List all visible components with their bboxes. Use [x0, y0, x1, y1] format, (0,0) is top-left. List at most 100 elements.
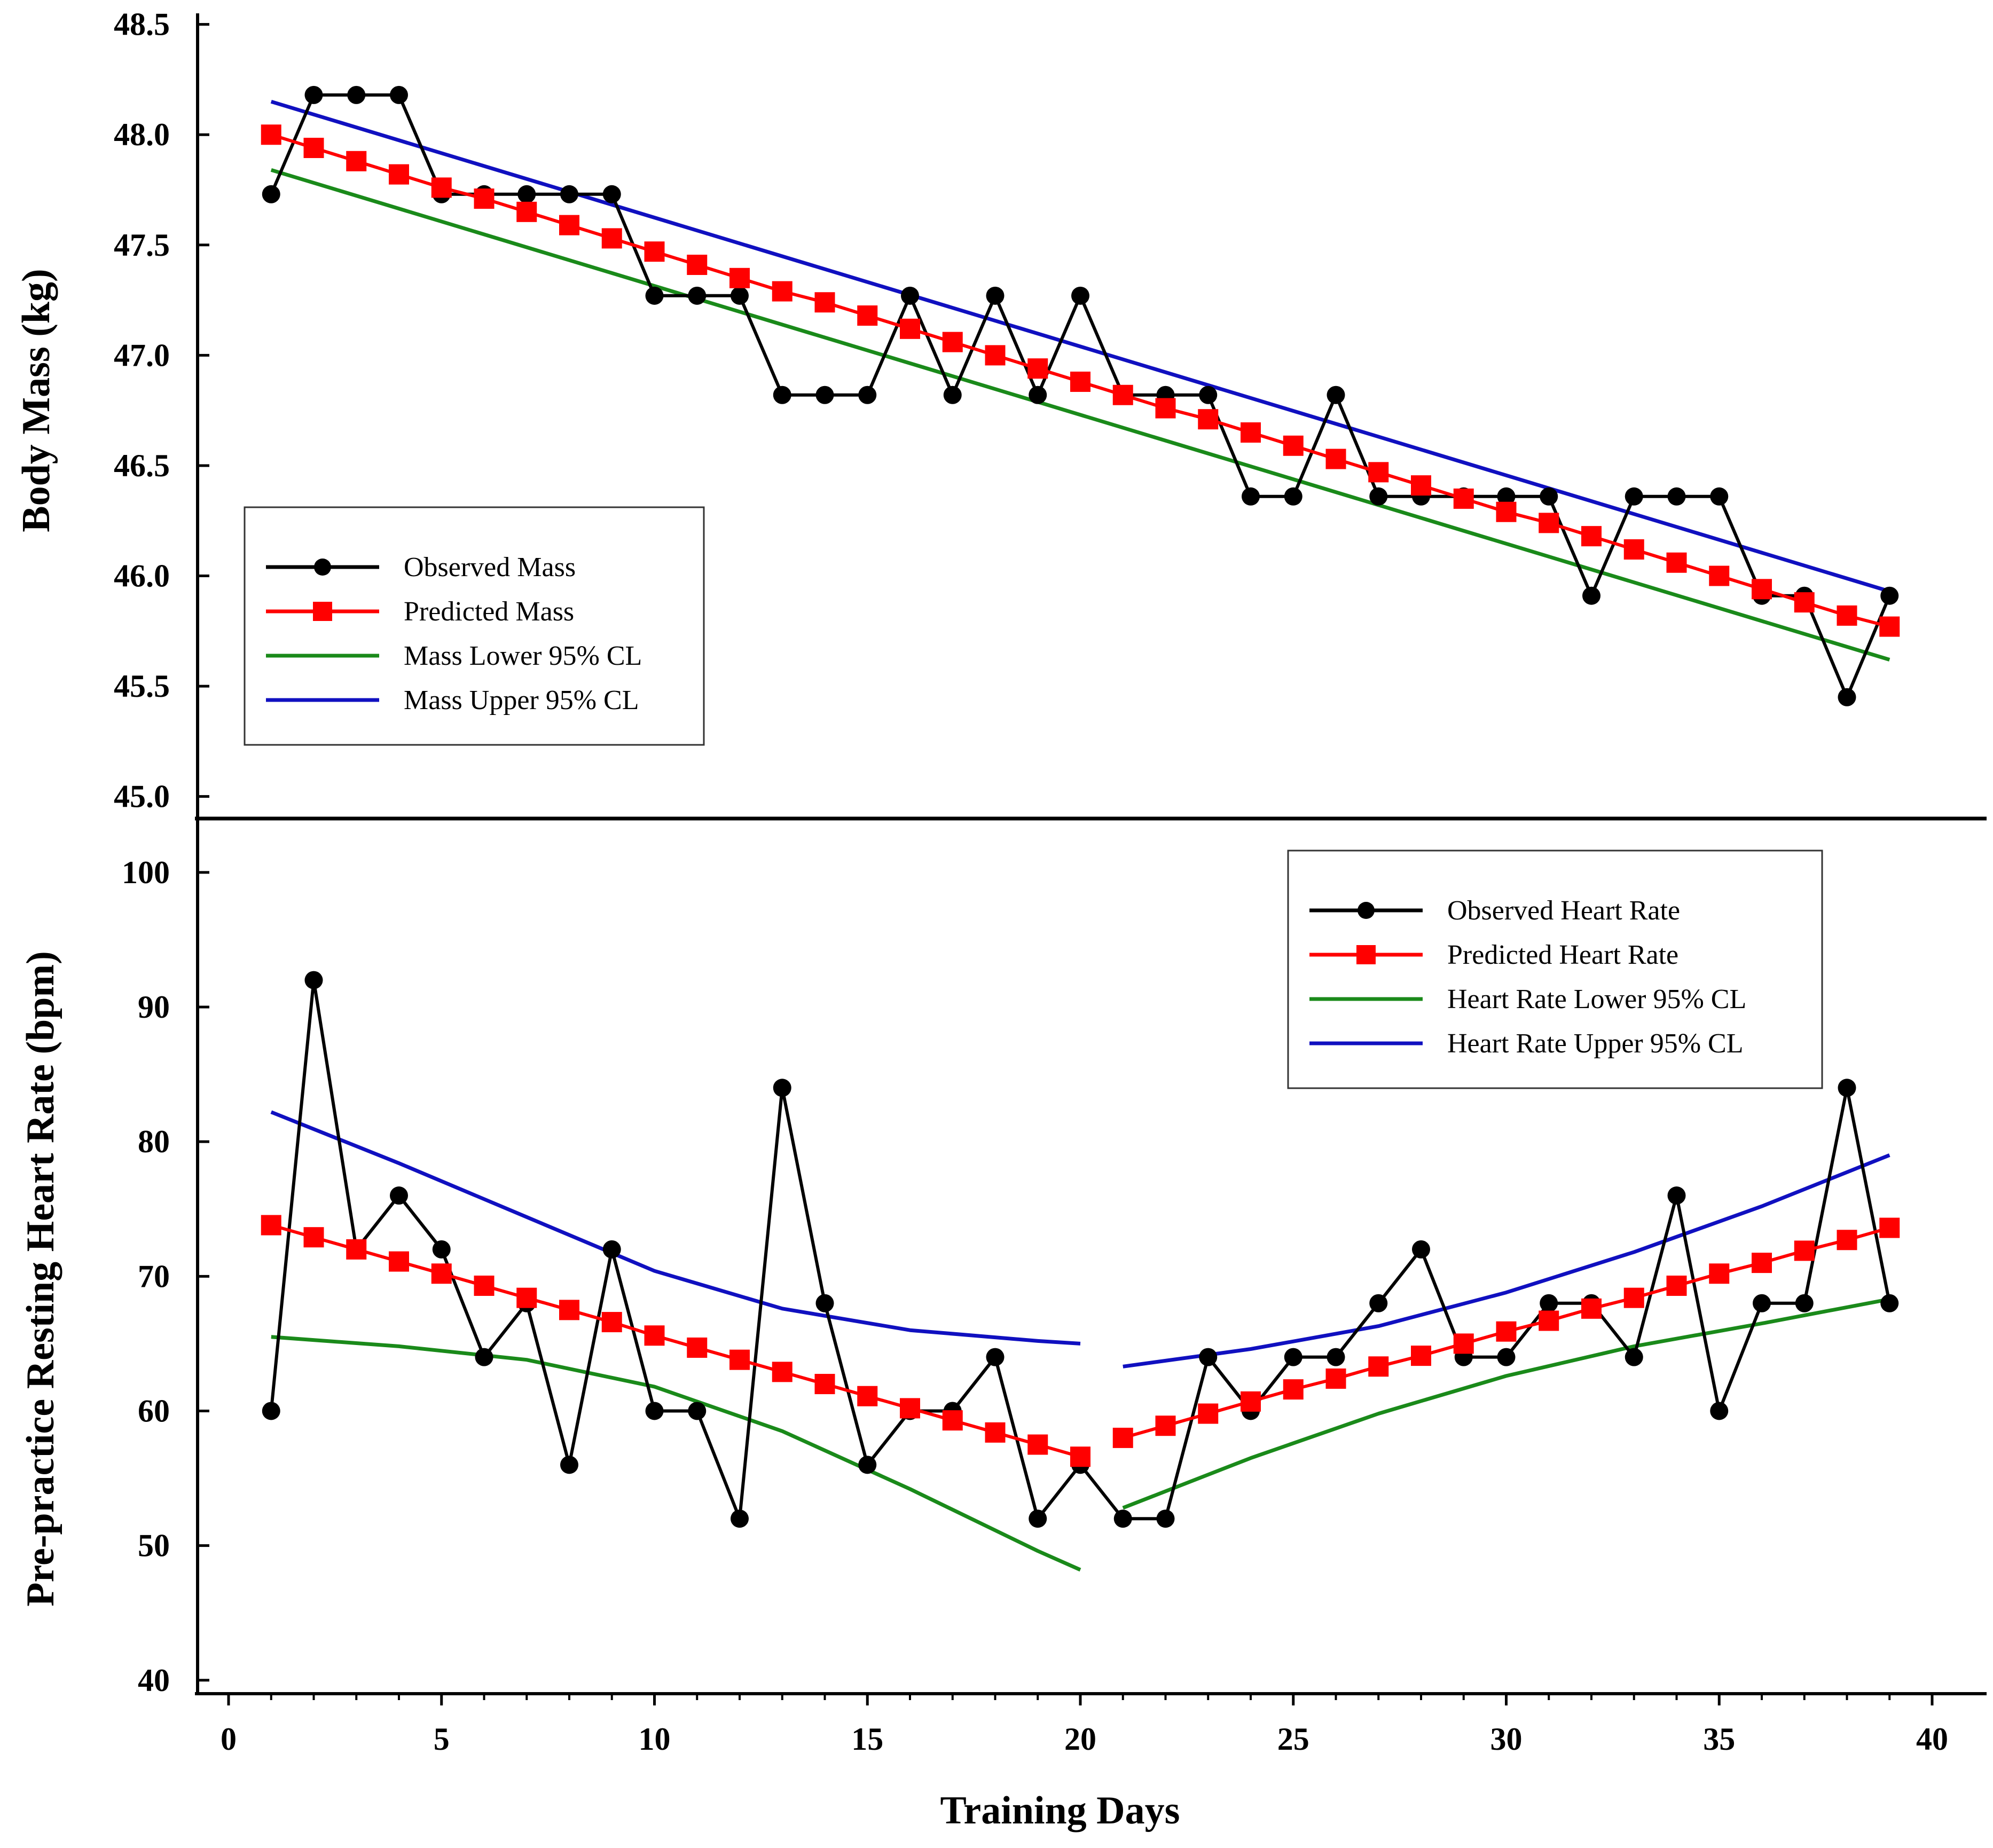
- predicted-heart-rate-point: [1411, 1346, 1431, 1366]
- observed-mass-point: [688, 286, 707, 305]
- predicted-mass-point: [303, 138, 324, 159]
- predicted-heart-rate-point: [346, 1239, 367, 1260]
- x-tick-label: 25: [1277, 1721, 1309, 1757]
- observed-mass-legend-label: Observed Mass: [404, 552, 576, 583]
- observed-mass-point: [1625, 487, 1643, 506]
- x-tick-label: 30: [1490, 1721, 1523, 1757]
- predicted-heart-rate-point: [1794, 1240, 1815, 1261]
- observed-heart-rate-point: [1667, 1186, 1686, 1205]
- predicted-heart-rate-point: [1198, 1403, 1219, 1424]
- observed-heart-rate-point: [432, 1240, 451, 1259]
- observed-heart-rate-point: [390, 1186, 408, 1205]
- observed-mass-point: [560, 185, 578, 203]
- body-mass-y-ticks: 45.0 45.5 46.0 46.5 47.0 47.5 48.0 48.5: [114, 7, 209, 814]
- predicted-heart-rate-point: [303, 1227, 324, 1248]
- predicted-heart-rate-point: [857, 1386, 878, 1406]
- predicted-mass-point: [1112, 384, 1133, 405]
- heart-rate-y-axis-title: Pre-practice Resting Heart Rate (bpm): [19, 951, 62, 1606]
- observed-heart-rate-point: [1113, 1509, 1132, 1528]
- observed-mass-point: [731, 286, 749, 305]
- top-y-tick-label: 48.5: [114, 7, 170, 42]
- observed-heart-rate-legend-marker: [1358, 902, 1375, 919]
- predicted-mass-point: [1070, 371, 1090, 392]
- observed-heart-rate-point: [1838, 1079, 1856, 1097]
- bottom-y-tick-label: 50: [138, 1528, 170, 1563]
- x-tick-label: 15: [851, 1721, 883, 1757]
- predicted-mass-point: [1325, 449, 1346, 469]
- predicted-mass-point: [474, 188, 495, 209]
- predicted-heart-rate-legend-marker: [1356, 945, 1376, 964]
- predicted-heart-rate-point: [1368, 1356, 1389, 1377]
- predicted-heart-rate-point: [559, 1300, 579, 1320]
- observed-mass-point: [390, 85, 408, 104]
- predicted-heart-rate-point: [601, 1312, 622, 1333]
- heart-rate-upper-95-cl-line: [1123, 1153, 1890, 1369]
- predicted-heart-rate-series: [261, 1215, 1900, 1467]
- predicted-heart-rate-point: [1623, 1287, 1644, 1308]
- predicted-mass-point: [857, 305, 878, 326]
- observed-heart-rate-point: [1369, 1294, 1388, 1312]
- predicted-heart-rate-point: [431, 1263, 452, 1284]
- observed-mass-point: [262, 185, 280, 203]
- predicted-mass-legend-entry: Predicted Mass: [266, 596, 574, 627]
- predicted-mass-point: [985, 345, 1006, 366]
- observed-heart-rate-point: [773, 1079, 791, 1097]
- body-mass-y-axis-title: Body Mass (kg): [14, 269, 58, 532]
- predicted-heart-rate-point: [1837, 1230, 1857, 1251]
- predicted-heart-rate-point: [1752, 1253, 1772, 1273]
- predicted-heart-rate-point: [1879, 1217, 1900, 1238]
- observed-mass-point: [1667, 487, 1686, 506]
- mass-lower-95-cl-legend-label: Mass Lower 95% CL: [404, 641, 642, 671]
- predicted-heart-rate-point: [261, 1215, 281, 1236]
- bottom-y-tick-label: 70: [138, 1259, 170, 1294]
- predicted-heart-rate-point: [687, 1337, 708, 1358]
- predicted-heart-rate-point: [389, 1251, 409, 1272]
- x-tick-label: 10: [639, 1721, 671, 1757]
- predicted-heart-rate-point: [1112, 1427, 1133, 1448]
- heart-rate-upper-95-cl-legend-entry: Heart Rate Upper 95% CL: [1309, 1028, 1743, 1059]
- top-y-tick-label: 47.5: [114, 227, 170, 263]
- observed-mass-point: [901, 286, 919, 305]
- predicted-mass-point: [389, 164, 409, 185]
- top-y-tick-label: 46.0: [114, 559, 170, 594]
- predicted-heart-rate-point: [1241, 1391, 1261, 1412]
- observed-heart-rate-point: [1753, 1294, 1771, 1312]
- predicted-heart-rate-point: [1539, 1310, 1559, 1331]
- observed-mass-point: [347, 85, 366, 104]
- x-tick-label: 35: [1703, 1721, 1735, 1757]
- top-y-tick-label: 47.0: [114, 337, 170, 373]
- predicted-mass-point: [687, 254, 708, 275]
- predicted-heart-rate-legend-label: Predicted Heart Rate: [1447, 940, 1678, 970]
- observed-mass-point: [858, 386, 877, 404]
- predicted-mass-point: [1496, 501, 1517, 522]
- observed-heart-rate-point: [1795, 1294, 1814, 1312]
- top-y-tick-label: 48.0: [114, 117, 170, 152]
- top-y-tick-label: 45.0: [114, 779, 170, 814]
- predicted-mass-point: [1709, 565, 1730, 586]
- observed-mass-point: [815, 386, 834, 404]
- observed-mass-point: [304, 85, 323, 104]
- heart-rate-legend: Observed Heart Rate Predicted Heart Rate H…: [1287, 850, 1823, 1089]
- heart-rate-lower-95-cl-legend-label: Heart Rate Lower 95% CL: [1447, 984, 1746, 1015]
- observed-mass-legend-entry: Observed Mass: [266, 552, 576, 583]
- mass-upper-95-cl-series: [270, 99, 1890, 593]
- body-mass-legend: Observed Mass Predicted Mass Mass Lower 95…: [244, 506, 705, 746]
- observed-mass-point: [645, 286, 664, 305]
- heart-rate-lower-95-cl-series: [271, 1297, 1890, 1572]
- observed-heart-rate-point: [1710, 1402, 1729, 1420]
- heart-rate-series: [261, 971, 1900, 1572]
- body-mass-legend-box: [244, 506, 705, 746]
- observed-heart-rate-point: [731, 1509, 749, 1528]
- observed-heart-rate-point: [602, 1240, 621, 1259]
- predicted-mass-point: [1623, 539, 1644, 560]
- heart-rate-lower-95-cl-legend-entry: Heart Rate Lower 95% CL: [1309, 984, 1746, 1015]
- predicted-mass-point: [1666, 552, 1687, 573]
- observed-mass-point: [986, 286, 1005, 305]
- predicted-mass-point: [1453, 488, 1474, 509]
- predicted-heart-rate-point: [985, 1422, 1006, 1443]
- observed-heart-rate-point: [1199, 1348, 1218, 1366]
- observed-mass-point: [1497, 487, 1516, 506]
- top-y-tick-label: 45.5: [114, 669, 170, 704]
- observed-heart-rate-point: [262, 1402, 280, 1420]
- predicted-heart-rate-point: [814, 1374, 835, 1395]
